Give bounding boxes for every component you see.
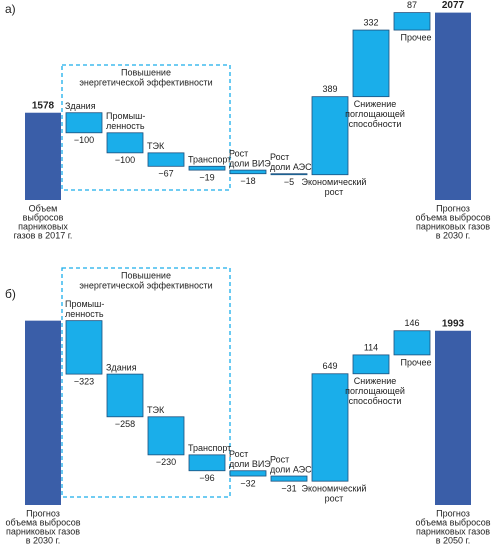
step-bar	[65, 112, 103, 134]
total-value-label: 1578	[32, 100, 55, 111]
group-label: энергетической эффективности	[79, 280, 212, 290]
step-label: способности	[349, 396, 402, 406]
total-label: объема выбросов	[416, 212, 491, 222]
step-label: Рост	[270, 152, 289, 162]
step-label: ТЭК	[147, 405, 165, 415]
step-bar	[188, 165, 226, 171]
step-bar	[311, 373, 349, 482]
step-value-label: −323	[74, 376, 94, 386]
step-bar	[311, 96, 349, 176]
total-label: объема выбросов	[6, 517, 81, 527]
step-label: Здания	[106, 362, 137, 372]
step-value-label: −100	[74, 135, 94, 145]
step-value-label: 87	[407, 0, 417, 10]
step-value-label: −67	[158, 169, 173, 179]
step-value-label: −100	[115, 155, 135, 165]
step-label: Рост	[270, 454, 289, 464]
step-label: Промыш-	[106, 111, 145, 121]
group-label: Повышение	[121, 67, 171, 77]
step-value-label: 114	[364, 342, 378, 352]
step-label: Экономический	[302, 177, 367, 187]
total-label: Прогноз	[436, 508, 470, 518]
step-label: Экономический	[302, 484, 367, 494]
step-bar	[393, 12, 431, 31]
step-label: рост	[325, 494, 344, 504]
step-label: ленность	[65, 309, 104, 319]
total-label: парниковых	[18, 221, 68, 231]
step-value-label: −230	[156, 457, 176, 467]
step-label: Транспорт	[188, 443, 231, 453]
step-label: Рост	[229, 449, 248, 459]
step-label: Транспорт	[188, 155, 231, 165]
step-bar	[352, 29, 390, 98]
total-bar	[25, 320, 61, 505]
step-value-label: −32	[240, 478, 255, 488]
step-label: рост	[325, 187, 344, 197]
step-bar	[270, 173, 308, 176]
panel-label: б)	[5, 287, 16, 301]
step-label: Промыш-	[65, 299, 104, 309]
total-label: парниковых газов	[416, 221, 490, 231]
step-value-label: −96	[199, 473, 214, 483]
step-bar	[229, 169, 267, 175]
total-bar	[435, 330, 471, 505]
total-label: Объем	[29, 203, 58, 213]
step-label: ТЭК	[147, 141, 165, 151]
step-label: доли ВИЭ	[229, 459, 271, 469]
total-bar	[25, 112, 61, 200]
group-box	[61, 267, 231, 498]
total-value-label: 2077	[442, 0, 465, 11]
total-label: выбросов	[23, 212, 64, 222]
panel-label: а)	[5, 2, 16, 16]
total-value-label: 1993	[442, 318, 465, 329]
step-label: Снижение	[354, 376, 397, 386]
step-bar	[229, 470, 267, 477]
step-label: Рост	[229, 148, 248, 158]
step-value-label: 332	[363, 17, 378, 27]
step-bar	[270, 475, 308, 482]
step-label: Прочее	[401, 357, 432, 367]
total-label: объема выбросов	[416, 517, 491, 527]
total-label: в 2050 г.	[436, 535, 471, 545]
step-label: Прочее	[401, 32, 432, 42]
step-label: доли АЭС	[270, 162, 312, 172]
step-label: способности	[349, 119, 402, 129]
total-label: газов в 2017 г.	[14, 230, 73, 240]
step-bar	[188, 454, 226, 472]
step-bar	[106, 373, 144, 418]
step-label: доли АЭС	[270, 464, 312, 474]
total-bar	[435, 12, 471, 201]
group-box	[61, 64, 231, 191]
step-value-label: 649	[322, 361, 337, 371]
total-label: Прогноз	[436, 203, 470, 213]
step-label: Здания	[65, 101, 96, 111]
group-label: Повышение	[121, 270, 171, 280]
step-bar	[393, 330, 431, 356]
step-bar	[147, 416, 185, 456]
step-label: поглощающей	[345, 386, 405, 396]
step-bar	[147, 152, 185, 167]
total-label: Прогноз	[26, 508, 60, 518]
total-label: парниковых газов	[416, 526, 490, 536]
step-value-label: 146	[404, 318, 419, 328]
step-value-label: −31	[281, 484, 296, 494]
step-value-label: −18	[240, 176, 255, 186]
step-label: поглощающей	[345, 109, 405, 119]
step-value-label: −258	[115, 419, 135, 429]
step-bar	[65, 320, 103, 375]
step-label: ленность	[106, 121, 145, 131]
step-value-label: 389	[322, 84, 337, 94]
step-label: доли ВИЭ	[229, 158, 271, 168]
step-label: Снижение	[354, 99, 397, 109]
group-label: энергетической эффективности	[79, 77, 212, 87]
total-label: в 2030 г.	[436, 230, 471, 240]
step-bar	[106, 132, 144, 154]
step-value-label: −5	[284, 177, 294, 187]
total-label: в 2030 г.	[26, 535, 61, 545]
step-value-label: −19	[199, 172, 214, 182]
step-bar	[352, 354, 390, 375]
total-label: парниковых газов	[6, 526, 80, 536]
